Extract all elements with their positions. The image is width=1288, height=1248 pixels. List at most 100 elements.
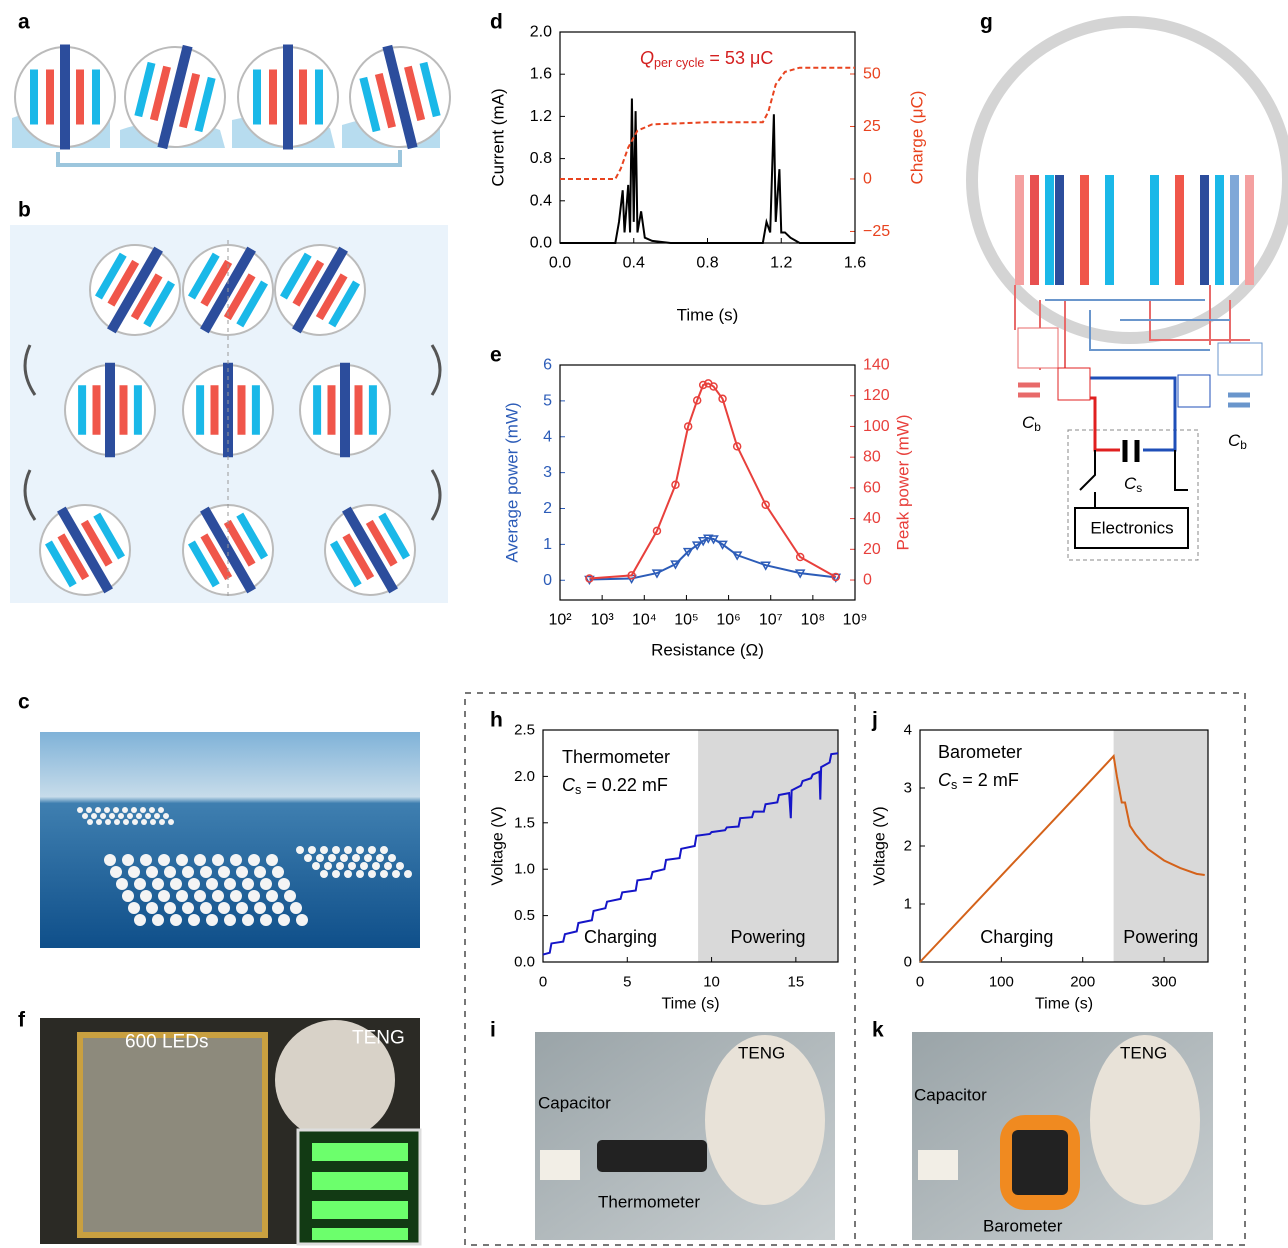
led-board bbox=[80, 1035, 265, 1235]
electrode bbox=[1080, 175, 1089, 285]
electrode bbox=[253, 70, 261, 125]
x-tick-label: 1.2 bbox=[770, 255, 792, 272]
x-tick-label: 0.0 bbox=[549, 255, 571, 272]
y-tick-label: 4 bbox=[543, 428, 552, 445]
electrode bbox=[1030, 175, 1039, 285]
panel-label: a bbox=[18, 11, 30, 34]
buoy bbox=[118, 813, 124, 819]
electrode bbox=[120, 385, 128, 435]
annotation: Cs = 2 mF bbox=[938, 770, 1019, 792]
buoy bbox=[324, 862, 332, 870]
buoy bbox=[128, 902, 140, 914]
electrode bbox=[211, 385, 219, 435]
symbol: Q bbox=[640, 48, 654, 68]
buoy bbox=[332, 846, 340, 854]
panel-label: f bbox=[18, 1009, 26, 1032]
electrode bbox=[1245, 175, 1254, 285]
buoy bbox=[200, 866, 212, 878]
buoy bbox=[206, 914, 218, 926]
electrode bbox=[238, 385, 246, 435]
y-tick-label: 3 bbox=[904, 780, 912, 797]
buoy bbox=[182, 902, 194, 914]
buoy bbox=[122, 854, 134, 866]
buoy bbox=[320, 846, 328, 854]
buoy bbox=[236, 902, 248, 914]
buoy bbox=[145, 813, 151, 819]
panel-label: d bbox=[490, 11, 503, 34]
x-tick-label: 10⁶ bbox=[716, 612, 740, 629]
buoy bbox=[380, 870, 388, 878]
photo-label: Capacitor bbox=[914, 1086, 987, 1105]
electrode bbox=[1215, 175, 1224, 285]
buoy bbox=[194, 890, 206, 902]
y-tick-label: −25 bbox=[863, 223, 890, 240]
buoy bbox=[266, 854, 278, 866]
x-axis-label: Resistance (Ω) bbox=[651, 641, 764, 660]
x-tick-label: 10² bbox=[548, 612, 572, 629]
x-tick-label: 300 bbox=[1152, 974, 1177, 991]
electrode bbox=[30, 70, 38, 125]
y-tick-label: 1 bbox=[904, 896, 912, 913]
y-tick-label: 1.6 bbox=[530, 66, 552, 83]
x-tick-label: 15 bbox=[788, 974, 805, 991]
buoy bbox=[95, 807, 101, 813]
buoy bbox=[164, 866, 176, 878]
buoy bbox=[296, 914, 308, 926]
x-tick-label: 10 bbox=[703, 974, 720, 991]
symbol: C bbox=[1022, 413, 1035, 432]
x-tick-label: 10⁴ bbox=[632, 612, 657, 629]
buoy bbox=[170, 878, 182, 890]
shaft bbox=[340, 363, 350, 458]
buoy bbox=[134, 914, 146, 926]
buoy bbox=[336, 862, 344, 870]
rectifier bbox=[1018, 328, 1058, 368]
buoy bbox=[140, 854, 152, 866]
buoy bbox=[316, 854, 324, 862]
x-tick-label: 0 bbox=[539, 974, 547, 991]
x-tick-label: 0 bbox=[916, 974, 924, 991]
buoy bbox=[109, 813, 115, 819]
electrode bbox=[78, 385, 86, 435]
y-tick-label: 5 bbox=[543, 392, 552, 409]
buoy bbox=[372, 862, 380, 870]
y-tick-label: 4 bbox=[904, 722, 912, 739]
buoy bbox=[140, 890, 152, 902]
buoy bbox=[388, 854, 396, 862]
buoy bbox=[344, 870, 352, 878]
buoy bbox=[380, 846, 388, 854]
buoy bbox=[218, 902, 230, 914]
buoy bbox=[104, 854, 116, 866]
buoy bbox=[230, 854, 242, 866]
photo-label: Barometer bbox=[983, 1217, 1063, 1236]
buoy bbox=[116, 878, 128, 890]
buoy bbox=[170, 914, 182, 926]
load-label: Electronics bbox=[1090, 519, 1173, 538]
buoy bbox=[91, 813, 97, 819]
buoy bbox=[224, 914, 236, 926]
buoy bbox=[110, 866, 122, 878]
panel-label: g bbox=[980, 11, 993, 34]
breadboard bbox=[540, 1150, 580, 1180]
annotation: Cs = 0.22 mF bbox=[562, 775, 668, 797]
photo-label: TENG bbox=[738, 1044, 785, 1063]
buoy bbox=[140, 807, 146, 813]
x-tick-label: 5 bbox=[623, 974, 631, 991]
y-tick-label: 0.0 bbox=[530, 235, 552, 252]
buoy bbox=[328, 854, 336, 862]
buoy bbox=[248, 854, 260, 866]
buoy bbox=[212, 854, 224, 866]
buoy bbox=[100, 813, 106, 819]
electrode bbox=[315, 70, 323, 125]
buoy bbox=[284, 890, 296, 902]
rectifier bbox=[1178, 375, 1210, 407]
buoy bbox=[188, 914, 200, 926]
buoy bbox=[364, 854, 372, 862]
buoy bbox=[260, 878, 272, 890]
x-tick-label: 200 bbox=[1070, 974, 1095, 991]
cycle-arrow bbox=[58, 150, 400, 165]
buoy bbox=[194, 854, 206, 866]
y-tick-label: 50 bbox=[863, 65, 881, 82]
panel-label: c bbox=[18, 691, 30, 714]
buoy bbox=[340, 854, 348, 862]
thermometer bbox=[597, 1140, 707, 1172]
